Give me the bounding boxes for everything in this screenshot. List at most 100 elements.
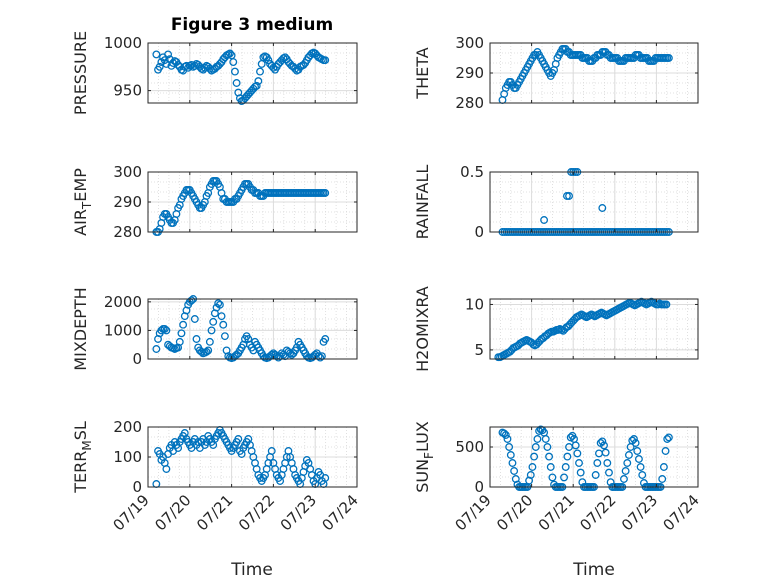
- data-point: [269, 63, 278, 72]
- data-point: [254, 77, 263, 86]
- data-point: [631, 439, 640, 447]
- data-point: [565, 192, 573, 200]
- data-point: [229, 58, 238, 66]
- data-point: [662, 300, 671, 309]
- data-point: [187, 296, 196, 305]
- data-point: [252, 81, 261, 90]
- data-point: [177, 329, 186, 338]
- data-point: [598, 204, 607, 212]
- data-point: [175, 337, 184, 346]
- x-axis-label-left: Time: [230, 560, 273, 580]
- data-point: [179, 320, 188, 329]
- y-tick-label: 280: [455, 94, 484, 112]
- data-point: [528, 463, 537, 471]
- data-point: [162, 465, 171, 473]
- data-point: [634, 455, 643, 463]
- axes-box: [147, 298, 358, 360]
- data-point: [219, 320, 228, 329]
- subplot-rainfall: 0 0.5 RAINFALL: [413, 163, 699, 241]
- data-point: [152, 345, 161, 353]
- axes-box: [489, 171, 699, 233]
- y-tick-label: 10: [465, 295, 484, 313]
- data-point: [620, 475, 628, 483]
- data-point: [535, 427, 544, 435]
- data-point: [152, 50, 161, 59]
- data-point: [593, 459, 602, 467]
- data-point: [225, 49, 234, 58]
- y-axis-label: MIXDEPTH: [71, 287, 90, 370]
- subplot-h2omixra: 5 10 H2OMIXRA: [413, 286, 699, 372]
- y-tick-label: 0: [474, 478, 484, 496]
- data-point: [629, 435, 638, 443]
- data-point: [530, 452, 539, 461]
- data-point: [321, 474, 330, 482]
- data-point: [638, 471, 647, 479]
- data-point: [598, 437, 607, 446]
- data-point: [160, 325, 169, 333]
- data-point: [321, 335, 330, 343]
- data-point: [202, 347, 211, 356]
- data-point: [316, 353, 325, 362]
- figure-title: Figure 3 medium: [171, 15, 333, 35]
- data-point: [204, 346, 213, 355]
- y-axis-label: TERRMSL: [71, 421, 94, 494]
- y-tick-label: 300: [113, 163, 142, 181]
- data-point: [563, 452, 572, 461]
- data-point: [541, 435, 550, 443]
- data-point: [217, 312, 226, 321]
- data-point: [573, 449, 582, 458]
- x-axis-label-right: Time: [572, 560, 615, 580]
- data-point: [533, 435, 542, 443]
- data-point: [601, 448, 610, 457]
- data-point: [603, 459, 612, 467]
- axes-box: [489, 298, 699, 360]
- y-tick-label: 280: [113, 223, 142, 241]
- data-point: [636, 463, 645, 471]
- subplot-pressure: 950 1000 PRESSURE: [71, 31, 358, 115]
- data-point: [633, 447, 642, 455]
- data-point: [526, 471, 535, 479]
- subplot-theta: 280 290 300 THETA: [413, 34, 699, 112]
- y-tick-label: 290: [113, 193, 142, 211]
- data-point: [560, 473, 568, 482]
- data-point: [500, 429, 509, 438]
- data-point: [545, 452, 554, 461]
- data-point: [205, 337, 214, 346]
- data-point: [540, 216, 549, 224]
- y-axis-label: RAINFALL: [413, 165, 432, 240]
- axes-box: [489, 426, 699, 488]
- data-point: [575, 459, 583, 467]
- data-point: [321, 189, 330, 197]
- data-point: [291, 64, 300, 73]
- data-point: [200, 63, 209, 72]
- data-point: [264, 56, 273, 65]
- data-point: [600, 441, 608, 450]
- data-point: [190, 61, 199, 70]
- data-point: [576, 468, 585, 477]
- data-point: [663, 435, 672, 443]
- y-tick-label: 1000: [104, 34, 142, 52]
- data-point: [548, 473, 557, 482]
- data-point: [162, 326, 171, 335]
- data-point: [621, 467, 630, 475]
- data-point: [256, 67, 264, 76]
- y-axis-label: THETA: [413, 47, 432, 99]
- data-point: [658, 475, 667, 483]
- data-point: [155, 62, 164, 71]
- y-axis-label: H2OMIXRA: [413, 286, 432, 372]
- data-point: [207, 326, 216, 335]
- data-point: [623, 459, 632, 467]
- subplot-air_temp: 280 290 300 AIRTEMP: [71, 163, 358, 241]
- y-tick-label: 100: [113, 448, 142, 466]
- y-tick-label: 0.5: [460, 163, 484, 181]
- data-point: [230, 67, 239, 76]
- data-point: [169, 59, 178, 67]
- data-point: [659, 463, 668, 471]
- y-axis-label: AIRTEMP: [71, 168, 94, 236]
- data-point: [209, 317, 218, 326]
- data-point: [664, 433, 673, 442]
- y-tick-label: 0: [474, 223, 484, 241]
- y-tick-label: 0: [132, 350, 142, 368]
- y-tick-label: 300: [455, 34, 484, 52]
